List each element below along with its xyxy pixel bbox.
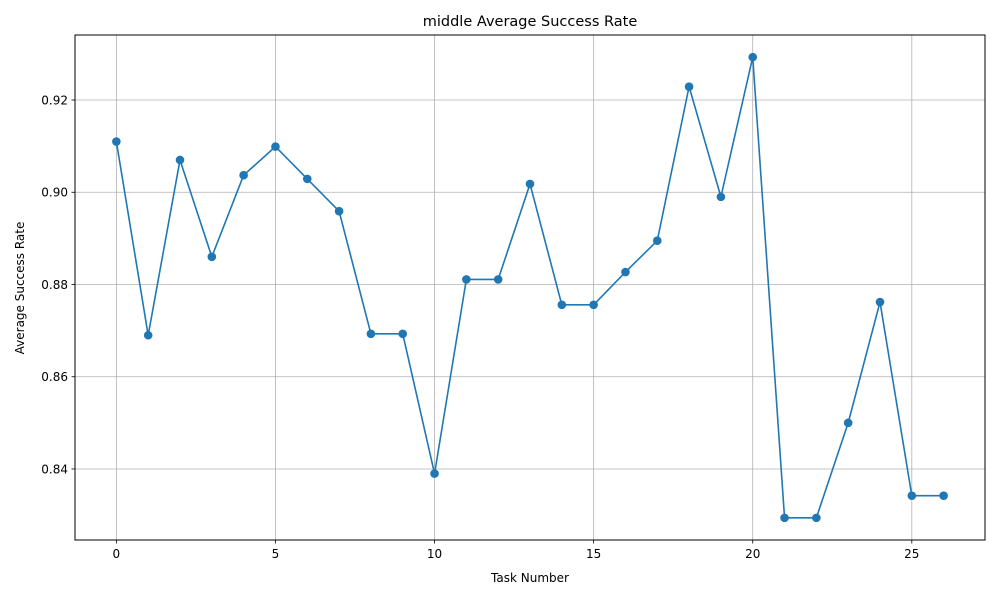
y-tick-label: 0.92 bbox=[41, 93, 68, 107]
plot-area-background bbox=[75, 35, 985, 540]
data-point bbox=[589, 300, 598, 310]
data-point bbox=[366, 329, 376, 339]
y-axis-ticks: 0.84 0.86 0.88 0.90 0.92 bbox=[41, 93, 75, 476]
data-point bbox=[525, 179, 535, 189]
data-point bbox=[430, 469, 439, 478]
data-point bbox=[143, 330, 153, 340]
x-axis-ticks: 0 5 10 15 20 25 bbox=[113, 540, 919, 561]
x-tick-label: 20 bbox=[745, 547, 760, 561]
data-point bbox=[302, 174, 312, 184]
data-point bbox=[684, 82, 694, 91]
data-point bbox=[780, 513, 789, 523]
data-point bbox=[112, 137, 121, 146]
data-point bbox=[334, 206, 344, 216]
data-point bbox=[493, 275, 503, 284]
x-tick-label: 5 bbox=[272, 547, 280, 561]
y-tick-label: 0.88 bbox=[41, 278, 68, 292]
data-point bbox=[557, 300, 567, 310]
data-point bbox=[621, 267, 630, 277]
plot-area-frame bbox=[74, 34, 986, 541]
data-point bbox=[462, 275, 471, 284]
data-series bbox=[112, 52, 948, 523]
y-tick-label: 0.86 bbox=[41, 370, 68, 384]
data-point bbox=[875, 297, 885, 307]
data-point bbox=[843, 418, 853, 428]
x-tick-label: 0 bbox=[113, 547, 121, 561]
chart-title: middle Average Success Rate bbox=[423, 14, 638, 30]
x-tick-label: 25 bbox=[904, 547, 919, 561]
data-point bbox=[175, 155, 185, 165]
data-point bbox=[939, 491, 948, 501]
data-point bbox=[271, 142, 280, 151]
data-point bbox=[907, 491, 917, 501]
data-point bbox=[398, 329, 408, 339]
data-point bbox=[716, 192, 726, 202]
x-tick-label: 10 bbox=[427, 547, 442, 561]
data-point bbox=[748, 52, 758, 62]
y-axis-label: Average Success Rate bbox=[13, 222, 27, 355]
data-point bbox=[239, 170, 248, 180]
y-tick-label: 0.84 bbox=[41, 462, 68, 476]
data-point bbox=[207, 252, 217, 262]
x-axis-label: Task Number bbox=[490, 571, 569, 585]
data-point bbox=[652, 236, 662, 245]
x-tick-label: 15 bbox=[586, 547, 601, 561]
y-tick-label: 0.90 bbox=[41, 186, 68, 200]
data-point bbox=[812, 513, 821, 523]
